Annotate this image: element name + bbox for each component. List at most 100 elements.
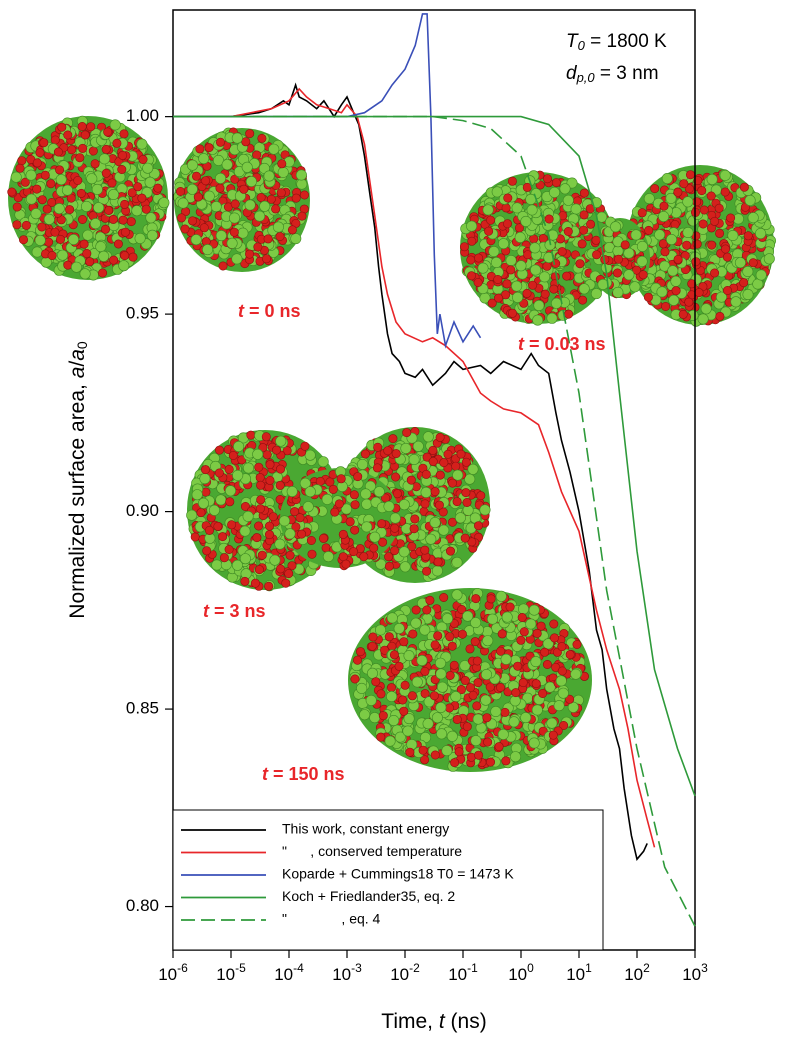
atom (120, 200, 128, 208)
legend-label: Koparde + Cummings18 T0 = 1473 K (282, 866, 514, 882)
atom (8, 188, 16, 196)
atom (398, 696, 406, 704)
atom (506, 603, 514, 611)
atom (436, 471, 444, 479)
atom (31, 209, 41, 219)
atom (351, 675, 359, 683)
atom (468, 464, 478, 474)
atom (357, 459, 367, 469)
atom (387, 683, 395, 691)
atom (549, 187, 559, 197)
atom (377, 733, 385, 741)
atom (395, 662, 403, 670)
atom (297, 530, 305, 538)
atom (481, 695, 491, 705)
x-tick-label: 10-4 (274, 961, 304, 984)
atom (80, 269, 90, 279)
atom (683, 227, 693, 237)
atom (146, 213, 156, 223)
atom (76, 154, 84, 162)
legend: This work, constant energy" , conserved … (173, 810, 603, 950)
atom (68, 234, 78, 244)
atom (543, 660, 551, 668)
atom (484, 227, 492, 235)
atom (335, 500, 343, 508)
atom (291, 233, 301, 243)
atom (346, 518, 354, 526)
atom (145, 177, 155, 187)
atom (478, 263, 488, 273)
atom (227, 521, 235, 529)
atom (256, 505, 264, 513)
atom (748, 213, 758, 223)
atom (262, 255, 270, 263)
annotation: t = 0 ns (238, 301, 301, 321)
atom (129, 253, 137, 261)
atom (19, 236, 27, 244)
atom (591, 288, 601, 298)
atom (276, 232, 284, 240)
atom (257, 496, 265, 504)
atom (258, 551, 266, 559)
atom (353, 656, 361, 664)
atom (390, 651, 398, 659)
atom (110, 120, 120, 130)
atom (80, 240, 88, 248)
atom (474, 751, 482, 759)
atom (721, 188, 729, 196)
atom (524, 251, 532, 259)
atom (367, 668, 377, 678)
atom (201, 177, 209, 185)
atom (13, 203, 21, 211)
atom (740, 278, 748, 286)
atom (483, 636, 493, 646)
atom (279, 516, 289, 526)
atom (540, 648, 548, 656)
atom (463, 498, 471, 506)
atom (533, 629, 541, 637)
atom (337, 475, 345, 483)
atom (211, 201, 221, 211)
atom (483, 205, 493, 215)
atom (452, 590, 462, 600)
atom (621, 241, 629, 249)
atom (460, 243, 468, 251)
atom (668, 266, 678, 276)
atom (57, 250, 67, 260)
atom (644, 293, 652, 301)
atom (504, 194, 512, 202)
atom (756, 270, 766, 280)
atom (528, 281, 536, 289)
atom (720, 170, 730, 180)
atom (87, 174, 97, 184)
atom (86, 258, 94, 266)
atom (503, 280, 511, 288)
atom (658, 211, 668, 221)
atom (351, 501, 359, 509)
atom (254, 211, 264, 221)
atom (660, 202, 668, 210)
atom (225, 545, 233, 553)
atom (265, 582, 273, 590)
atom (240, 185, 248, 193)
atom (392, 449, 400, 457)
atom (246, 176, 256, 186)
atom (319, 534, 327, 542)
atom (471, 637, 479, 645)
atom (212, 560, 222, 570)
atom (436, 669, 446, 679)
atom (693, 198, 701, 206)
annotation-part: = 150 ns (268, 764, 345, 784)
atom (431, 487, 439, 495)
atom (743, 289, 753, 299)
atom (477, 491, 485, 499)
annotation-part: = 0 ns (244, 301, 301, 321)
atom (447, 731, 457, 741)
atom (81, 201, 91, 211)
atom (532, 679, 540, 687)
atom (40, 139, 48, 147)
atom (530, 243, 540, 253)
atom (526, 619, 536, 629)
annotation: t = 0.03 ns (518, 334, 606, 354)
atom (89, 147, 97, 155)
